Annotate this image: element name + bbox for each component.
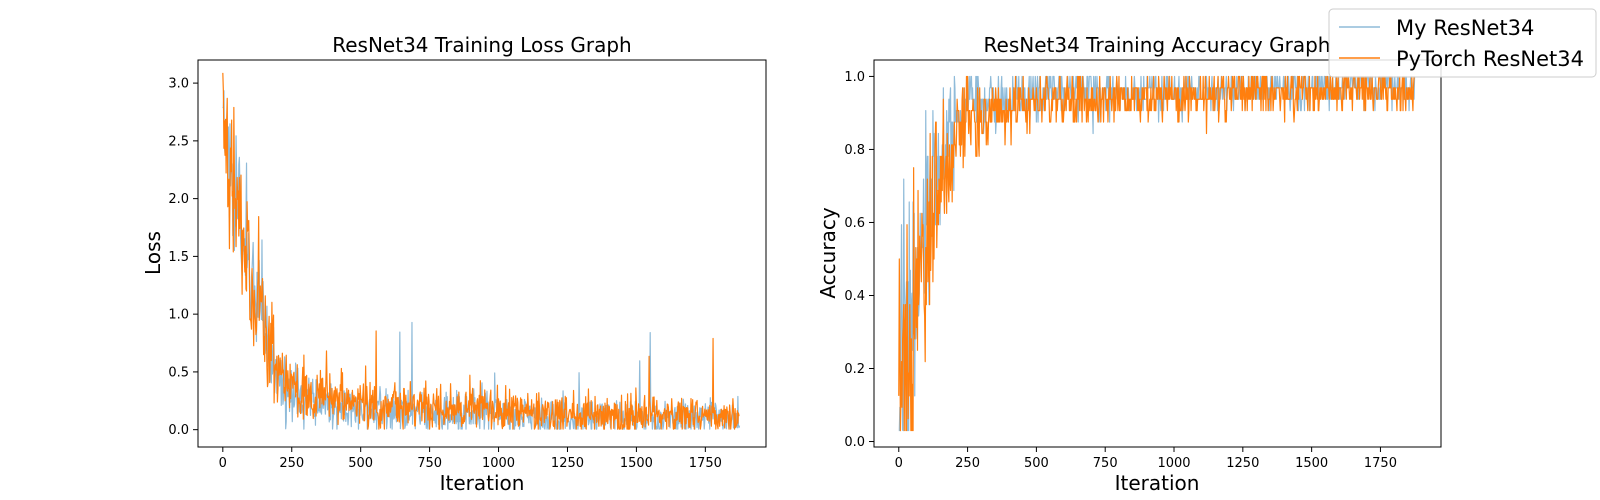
accuracy-y-tick-label: 0.0 — [844, 435, 865, 450]
loss-y-tick-label: 1.0 — [168, 308, 189, 323]
accuracy-ticks-layer: 0 250 500 750 1000 1250 1500 1750 0.0 0.2 0.4 0.6 0.… — [844, 70, 1397, 471]
legend-label-my-resnet34: My ResNet34 — [1396, 16, 1534, 40]
accuracy-plot-frame — [873, 59, 1442, 448]
loss-chart: ResNet34 Training Loss Graph 0 250 500 750 1… — [141, 33, 767, 495]
loss-x-tick-label: 0 — [219, 456, 227, 471]
loss-chart-title: ResNet34 Training Loss Graph — [332, 33, 631, 57]
loss-y-tick-label: 3.0 — [168, 77, 189, 92]
accuracy-x-tick-label: 500 — [1024, 456, 1049, 471]
loss-series-my-resnet34 — [222, 90, 741, 430]
loss-y-tick-label: 0.0 — [168, 423, 189, 438]
loss-x-tick-label: 1750 — [689, 456, 722, 471]
accuracy-x-tick-label: 0 — [895, 456, 903, 471]
legend: My ResNet34 PyTorch ResNet34 — [1328, 8, 1597, 78]
accuracy-chart: ResNet34 Training Accuracy Graph 0 250 500… — [816, 33, 1442, 495]
legend-frame — [1328, 8, 1597, 78]
accuracy-x-tick-label: 750 — [1093, 456, 1118, 471]
accuracy-y-tick-label: 0.6 — [844, 216, 865, 231]
loss-x-tick-label: 1000 — [482, 456, 515, 471]
accuracy-y-tick-label: 0.4 — [844, 289, 865, 304]
loss-x-axis-label: Iteration — [440, 471, 525, 495]
loss-y-tick-label: 2.0 — [168, 192, 189, 207]
loss-series-pytorch-resnet34 — [222, 72, 740, 430]
loss-x-tick-label: 1250 — [551, 456, 584, 471]
accuracy-series-pytorch-resnet34 — [898, 75, 1415, 432]
loss-x-tick-label: 1500 — [620, 456, 653, 471]
loss-y-axis-label: Loss — [141, 231, 165, 275]
legend-label-pytorch-resnet34: PyTorch ResNet34 — [1396, 47, 1584, 71]
accuracy-y-tick-label: 0.8 — [844, 143, 865, 158]
loss-x-tick-label: 750 — [417, 456, 442, 471]
accuracy-chart-title: ResNet34 Training Accuracy Graph — [984, 33, 1331, 57]
accuracy-x-tick-label: 250 — [955, 456, 980, 471]
accuracy-x-tick-label: 1000 — [1157, 456, 1190, 471]
loss-x-tick-label: 250 — [279, 456, 304, 471]
accuracy-x-tick-label: 1500 — [1295, 456, 1328, 471]
loss-series-layer — [222, 72, 741, 430]
loss-plot-frame — [197, 59, 767, 448]
loss-ticks-layer: 0 250 500 750 1000 1250 1500 1750 0.0 0.5 1.0 1.5 2.… — [168, 77, 722, 471]
loss-y-tick-label: 1.5 — [168, 250, 189, 265]
accuracy-y-tick-label: 0.2 — [844, 362, 865, 377]
accuracy-series-layer — [898, 75, 1416, 432]
accuracy-x-tick-label: 1750 — [1364, 456, 1397, 471]
loss-y-tick-label: 0.5 — [168, 365, 189, 380]
loss-y-tick-label: 2.5 — [168, 134, 189, 149]
accuracy-y-axis-label: Accuracy — [816, 207, 840, 298]
accuracy-x-axis-label: Iteration — [1115, 471, 1200, 495]
loss-x-tick-label: 500 — [348, 456, 373, 471]
accuracy-x-tick-label: 1250 — [1226, 456, 1259, 471]
accuracy-y-tick-label: 1.0 — [844, 70, 865, 85]
